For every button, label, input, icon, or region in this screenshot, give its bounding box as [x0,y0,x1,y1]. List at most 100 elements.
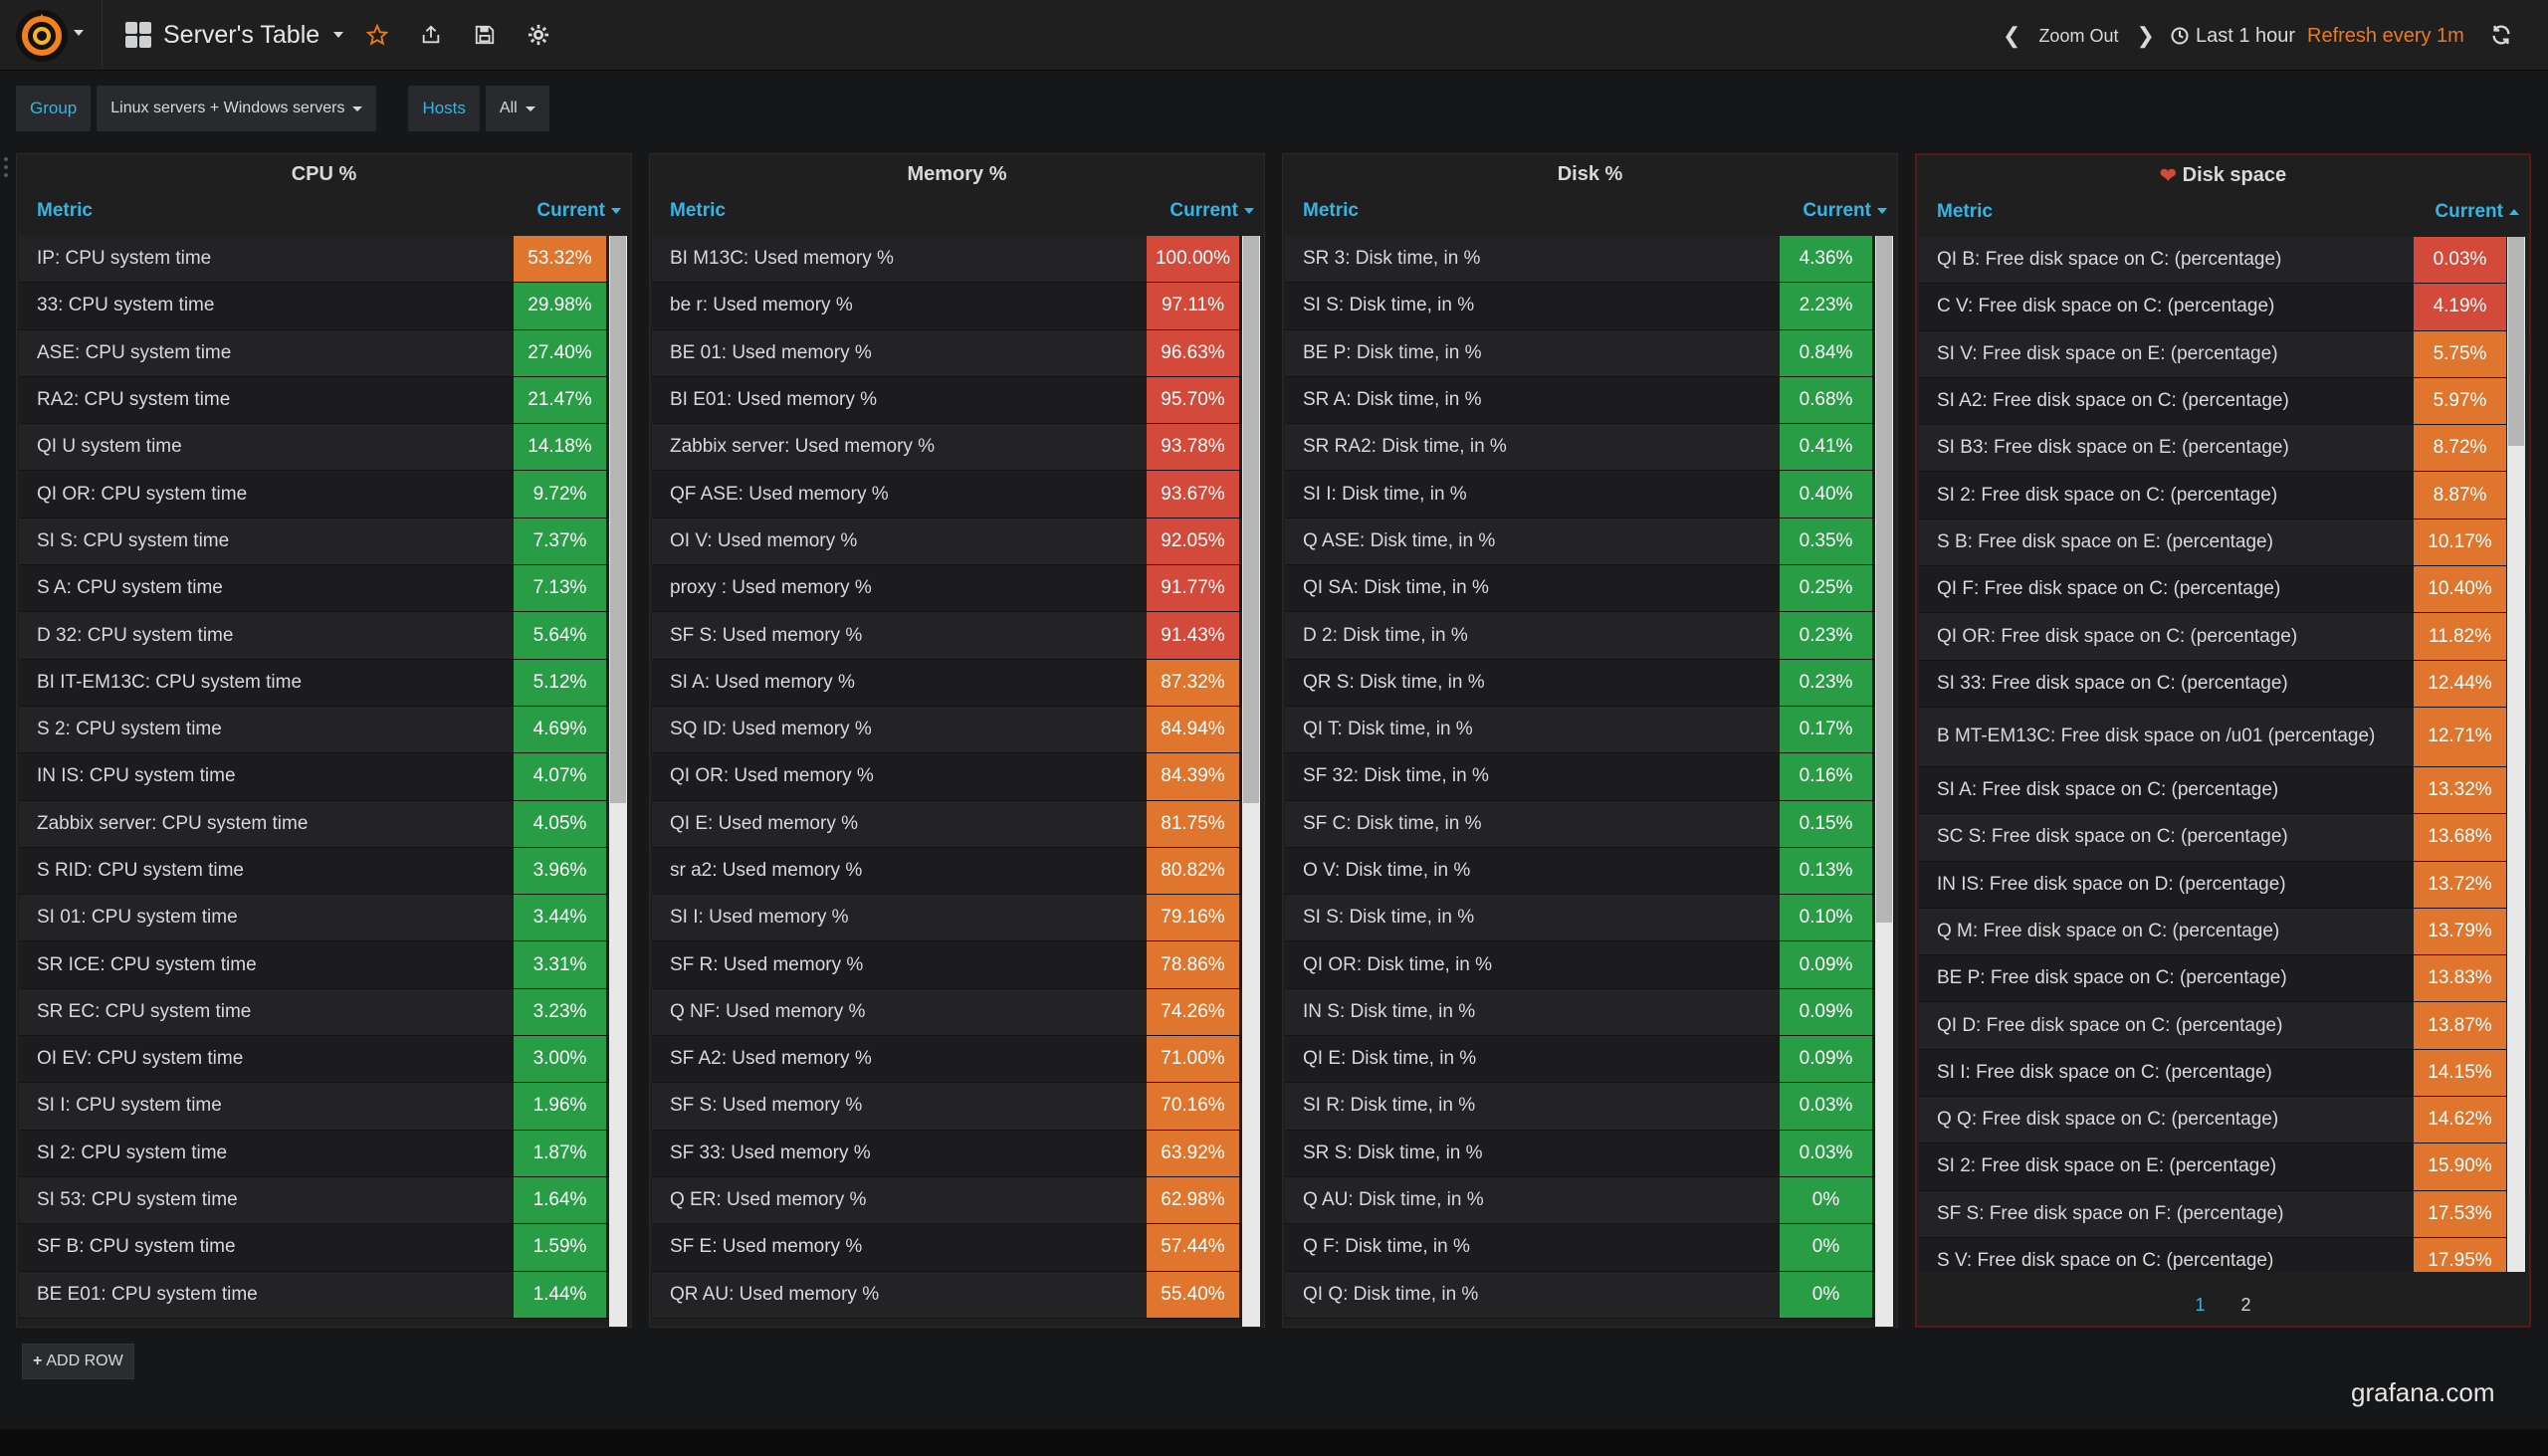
table-row[interactable]: sr a2: Used memory % 80.82% [652,847,1259,896]
table-row[interactable]: SI I: Disk time, in % 0.40% [1285,471,1892,519]
panel-title[interactable]: Disk % [1283,154,1897,194]
variable-select-group[interactable]: Linux servers + Windows servers [97,86,377,131]
table-row[interactable]: SI S: Disk time, in % 2.23% [1285,283,1892,330]
table-row[interactable]: IN IS: Free disk space on D: (percentage… [1919,861,2526,909]
row-drag-handle-icon[interactable] [4,157,10,181]
table-row[interactable]: D 2: Disk time, in % 0.23% [1285,612,1892,660]
dashboard-picker[interactable]: Server's Table [125,18,344,52]
scrollbar[interactable] [2507,237,2525,1272]
scrollbar-thumb[interactable] [610,236,626,803]
refresh-button[interactable] [2484,18,2518,52]
column-header-current[interactable]: Current [1803,200,1887,222]
settings-button[interactable] [522,18,555,52]
scrollbar[interactable] [609,236,627,1327]
table-row[interactable]: SF E: Used memory % 57.44% [652,1224,1259,1272]
save-button[interactable] [468,18,502,52]
scrollbar-thumb[interactable] [1876,236,1892,923]
table-row[interactable]: QI E: Disk time, in % 0.09% [1285,1036,1892,1084]
panel-title[interactable]: CPU % [17,154,631,194]
table-row[interactable]: BE 01: Used memory % 96.63% [652,329,1259,377]
table-row[interactable]: Q M: Free disk space on C: (percentage) 1… [1919,908,2526,956]
logo-menu-caret-icon[interactable] [74,30,84,36]
table-row[interactable]: SI 2: Free disk space on E: (percentage)… [1919,1144,2526,1191]
table-row[interactable]: IP: CPU system time 53.32% [19,236,626,284]
table-row[interactable]: QI T: Disk time, in % 0.17% [1285,706,1892,754]
table-row[interactable]: Q Q: Free disk space on C: (percentage) 1… [1919,1097,2526,1144]
table-row[interactable]: BE P: Disk time, in % 0.84% [1285,329,1892,377]
table-row[interactable]: D 32: CPU system time 5.64% [19,612,626,660]
page-1-link[interactable]: 1 [2195,1295,2206,1315]
table-row[interactable]: IN S: Disk time, in % 0.09% [1285,988,1892,1037]
table-row[interactable]: SI S: Disk time, in % 0.10% [1285,895,1892,942]
table-row[interactable]: IN IS: CPU system time 4.07% [19,753,626,801]
table-row[interactable]: QI E: Used memory % 81.75% [652,800,1259,848]
table-row[interactable]: SI 53: CPU system time 1.64% [19,1176,626,1225]
table-row[interactable]: SI A2: Free disk space on C: (percentage… [1919,377,2526,426]
scrollbar[interactable] [1242,236,1260,1327]
table-row[interactable]: Q ER: Used memory % 62.98% [652,1176,1259,1225]
table-row[interactable]: SI S: CPU system time 7.37% [19,518,626,566]
zoom-out-button[interactable]: Zoom Out [2038,25,2119,46]
column-header-metric[interactable]: Metric [37,200,93,221]
table-row[interactable]: SI V: Free disk space on E: (percentage)… [1919,330,2526,378]
scrollbar[interactable] [1875,236,1893,1327]
table-row[interactable]: SF 33: Used memory % 63.92% [652,1130,1259,1177]
table-row[interactable]: SR ICE: CPU system time 3.31% [19,941,626,989]
table-row[interactable]: SF S: Free disk space on F: (percentage)… [1919,1190,2526,1238]
table-row[interactable]: SI I: Free disk space on C: (percentage)… [1919,1049,2526,1098]
table-row[interactable]: QI B: Free disk space on C: (percentage)… [1919,237,2526,285]
table-row[interactable]: QI OR: Free disk space on C: (percentage… [1919,613,2526,661]
panel-title[interactable]: Memory % [650,154,1264,194]
table-row[interactable]: SF C: Disk time, in % 0.15% [1285,800,1892,848]
table-row[interactable]: Zabbix server: Used memory % 93.78% [652,424,1259,472]
table-row[interactable]: SR 3: Disk time, in % 4.36% [1285,236,1892,284]
table-row[interactable]: QI F: Free disk space on C: (percentage)… [1919,566,2526,614]
table-row[interactable]: RA2: CPU system time 21.47% [19,376,626,425]
column-header-current[interactable]: Current [536,200,621,222]
column-header-metric[interactable]: Metric [1937,201,1993,222]
time-picker[interactable]: Last 1 hour [2170,20,2295,52]
table-row[interactable]: SI I: CPU system time 1.96% [19,1083,626,1131]
table-row[interactable]: QR AU: Used memory % 55.40% [652,1271,1259,1319]
table-row[interactable]: BI IT-EM13C: CPU system time 5.12% [19,659,626,707]
table-row[interactable]: QI OR: Disk time, in % 0.09% [1285,941,1892,989]
table-row[interactable]: Q NF: Used memory % 74.26% [652,988,1259,1037]
column-header-current[interactable]: Current [1169,200,1254,222]
table-row[interactable]: BE E01: CPU system time 1.44% [19,1271,626,1319]
table-row[interactable]: Q AU: Disk time, in % 0% [1285,1176,1892,1225]
refresh-interval[interactable]: Refresh every 1m [2307,20,2464,52]
table-row[interactable]: SF B: CPU system time 1.59% [19,1224,626,1272]
column-header-metric[interactable]: Metric [670,200,726,221]
chevron-right-icon[interactable]: ❯ [2136,23,2155,48]
panel-title[interactable]: ❤ Disk space [1917,155,2529,195]
table-row[interactable]: SI I: Used memory % 79.16% [652,895,1259,942]
table-row[interactable]: QI OR: Used memory % 84.39% [652,753,1259,801]
table-row[interactable]: S 2: CPU system time 4.69% [19,706,626,754]
table-row[interactable]: SI A: Free disk space on C: (percentage)… [1919,766,2526,815]
table-row[interactable]: QR S: Disk time, in % 0.23% [1285,659,1892,707]
table-row[interactable]: S V: Free disk space on C: (percentage) 1… [1919,1237,2526,1272]
table-row[interactable]: Q F: Disk time, in % 0% [1285,1224,1892,1272]
table-row[interactable]: BI M13C: Used memory % 100.00% [652,236,1259,284]
table-row[interactable]: SR EC: CPU system time 3.23% [19,988,626,1037]
add-row-button[interactable]: + ADD ROW [22,1344,134,1379]
table-row[interactable]: proxy : Used memory % 91.77% [652,565,1259,613]
table-row[interactable]: SF A2: Used memory % 71.00% [652,1036,1259,1084]
table-row[interactable]: QI OR: CPU system time 9.72% [19,471,626,519]
variable-select-hosts[interactable]: All [485,86,549,131]
table-row[interactable]: be r: Used memory % 97.11% [652,283,1259,330]
table-row[interactable]: Q ASE: Disk time, in % 0.35% [1285,518,1892,566]
table-row[interactable]: C V: Free disk space on C: (percentage) 4… [1919,284,2526,331]
table-row[interactable]: QF ASE: Used memory % 93.67% [652,471,1259,519]
table-row[interactable]: SI 2: Free disk space on C: (percentage)… [1919,472,2526,520]
table-row[interactable]: SI 01: CPU system time 3.44% [19,895,626,942]
table-row[interactable]: SR S: Disk time, in % 0.03% [1285,1130,1892,1177]
table-row[interactable]: SF S: Used memory % 70.16% [652,1083,1259,1131]
chevron-left-icon[interactable]: ❮ [2003,23,2021,48]
table-row[interactable]: O V: Disk time, in % 0.13% [1285,847,1892,896]
table-row[interactable]: QI Q: Disk time, in % 0% [1285,1271,1892,1319]
table-row[interactable]: QI D: Free disk space on C: (percentage)… [1919,1002,2526,1050]
table-row[interactable]: ASE: CPU system time 27.40% [19,329,626,377]
table-row[interactable]: SR RA2: Disk time, in % 0.41% [1285,424,1892,472]
table-row[interactable]: SI B3: Free disk space on E: (percentage… [1919,425,2526,473]
